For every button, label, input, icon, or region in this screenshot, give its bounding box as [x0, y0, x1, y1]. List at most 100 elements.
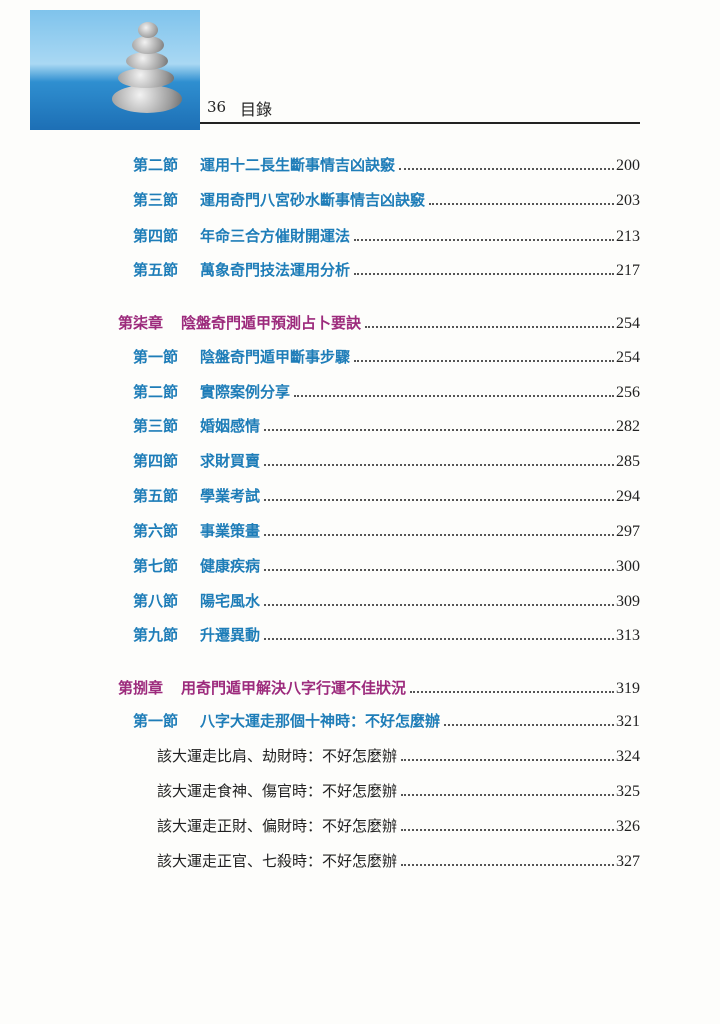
toc-entry: 該大運走正財、偏財時：不好怎麼辦 326 — [157, 816, 640, 837]
entry-page: 213 — [616, 228, 640, 245]
entry-title: 該大運走正財、偏財時：不好怎麼辦 — [157, 817, 398, 835]
entry-label: 第二節 — [133, 156, 179, 174]
entry-label: 第八節 — [133, 592, 179, 610]
entry-page: 203 — [616, 192, 640, 209]
toc-entry: 第四節 年命三合方催財開運法 213 — [133, 226, 640, 247]
leader-dots — [399, 168, 614, 170]
entry-page: 297 — [616, 523, 640, 540]
entry-page: 282 — [616, 418, 640, 435]
leader-dots — [401, 829, 614, 831]
entry-page: 327 — [616, 853, 640, 870]
leader-dots — [354, 273, 614, 275]
entry-label: 第三節 — [133, 191, 179, 209]
entry-page: 256 — [616, 384, 640, 401]
entry-page: 319 — [616, 680, 640, 697]
entry-label: 第捌章 — [118, 679, 164, 697]
toc-entry: 第二節 實際案例分享 256 — [133, 382, 640, 403]
entry-page: 321 — [616, 713, 640, 730]
header-photo-stacked-stones — [30, 10, 200, 130]
entry-title: 婚姻感情 — [200, 417, 261, 435]
entry-title: 萬象奇門技法運用分析 — [200, 261, 351, 279]
toc-entry: 第柒章 陰盤奇門遁甲預測占卜要訣 254 — [118, 313, 640, 334]
toc-entry: 第九節 升遷異動 313 — [133, 625, 640, 646]
leader-dots — [410, 691, 614, 693]
leader-dots — [264, 638, 614, 640]
entry-page: 285 — [616, 453, 640, 470]
entry-title: 年命三合方催財開運法 — [200, 227, 351, 245]
leader-dots — [264, 464, 614, 466]
entry-label: 第九節 — [133, 626, 179, 644]
entry-page: 217 — [616, 262, 640, 279]
entry-page: 313 — [616, 627, 640, 644]
leader-dots — [264, 429, 614, 431]
leader-dots — [401, 794, 614, 796]
entry-page: 254 — [616, 349, 640, 366]
toc-entry: 該大運走正官、七殺時：不好怎麼辦 327 — [157, 851, 640, 872]
leader-dots — [264, 499, 614, 501]
entry-title: 學業考試 — [200, 487, 261, 505]
leader-dots — [354, 360, 614, 362]
toc-entry: 第二節 運用十二長生斷事情吉凶訣竅 200 — [133, 155, 640, 176]
entry-title: 該大運走正官、七殺時：不好怎麼辦 — [157, 852, 398, 870]
leader-dots — [264, 604, 614, 606]
entry-title: 實際案例分享 — [200, 383, 291, 401]
entry-page: 200 — [616, 157, 640, 174]
entry-label: 第二節 — [133, 383, 179, 401]
entry-page: 325 — [616, 783, 640, 800]
toc-entry: 第一節 陰盤奇門遁甲斷事步驟 254 — [133, 347, 640, 368]
entry-label: 第五節 — [133, 261, 179, 279]
entry-label: 第三節 — [133, 417, 179, 435]
entry-label: 第一節 — [133, 712, 179, 730]
entry-title: 陰盤奇門遁甲斷事步驟 — [200, 348, 351, 366]
entry-label: 第一節 — [133, 348, 179, 366]
toc-entry: 第四節 求財買賣 285 — [133, 451, 640, 472]
leader-dots — [401, 759, 614, 761]
entry-title: 升遷異動 — [200, 626, 261, 644]
leader-dots — [401, 864, 614, 866]
leader-dots — [264, 569, 614, 571]
toc-entry: 第五節 萬象奇門技法運用分析 217 — [133, 260, 640, 281]
entry-title: 八字大運走那個十神時：不好怎麼辦 — [200, 712, 441, 730]
entry-label: 第六節 — [133, 522, 179, 540]
entry-title: 求財買賣 — [200, 452, 261, 470]
entry-label: 第柒章 — [118, 314, 164, 332]
entry-title: 事業策畫 — [200, 522, 261, 540]
entry-page: 309 — [616, 593, 640, 610]
entry-page: 254 — [616, 315, 640, 332]
leader-dots — [429, 203, 614, 205]
toc-entry: 第五節 學業考試 294 — [133, 486, 640, 507]
entry-label: 第五節 — [133, 487, 179, 505]
entry-title: 陽宅風水 — [200, 592, 261, 610]
leader-dots — [294, 395, 614, 397]
entry-label: 第四節 — [133, 452, 179, 470]
entry-title: 健康疾病 — [200, 557, 261, 575]
entry-title: 該大運走食神、傷官時：不好怎麼辦 — [157, 782, 398, 800]
toc-entry: 第捌章 用奇門遁甲解決八字行運不佳狀況 319 — [118, 678, 640, 699]
entry-title: 用奇門遁甲解決八字行運不佳狀況 — [181, 679, 407, 697]
toc-entry: 第一節 八字大運走那個十神時：不好怎麼辦 321 — [133, 711, 640, 732]
toc-entry: 第六節 事業策畫 297 — [133, 521, 640, 542]
entry-label: 第四節 — [133, 227, 179, 245]
entry-page: 300 — [616, 558, 640, 575]
entry-page: 294 — [616, 488, 640, 505]
toc-entry: 第七節 健康疾病 300 — [133, 556, 640, 577]
toc-entry: 第三節 婚姻感情 282 — [133, 416, 640, 437]
leader-dots — [264, 534, 614, 536]
toc-entry: 該大運走比肩、劫財時：不好怎麼辦 324 — [157, 746, 640, 767]
entry-title: 陰盤奇門遁甲預測占卜要訣 — [181, 314, 362, 332]
entry-title: 運用奇門八宮砂水斷事情吉凶訣竅 — [200, 191, 426, 209]
header-rule — [200, 122, 640, 124]
page-title: 目錄 — [240, 100, 273, 119]
leader-dots — [354, 239, 614, 241]
entry-title: 該大運走比肩、劫財時：不好怎麼辦 — [157, 747, 398, 765]
entry-page: 324 — [616, 748, 640, 765]
toc-entry: 第八節 陽宅風水 309 — [133, 591, 640, 612]
entry-label: 第七節 — [133, 557, 179, 575]
toc-entry: 第三節 運用奇門八宮砂水斷事情吉凶訣竅 203 — [133, 190, 640, 211]
entry-title: 運用十二長生斷事情吉凶訣竅 — [200, 156, 396, 174]
leader-dots — [444, 724, 614, 726]
page-number: 36 — [207, 98, 227, 116]
entry-page: 326 — [616, 818, 640, 835]
leader-dots — [365, 326, 614, 328]
toc-entry: 該大運走食神、傷官時：不好怎麼辦 325 — [157, 781, 640, 802]
